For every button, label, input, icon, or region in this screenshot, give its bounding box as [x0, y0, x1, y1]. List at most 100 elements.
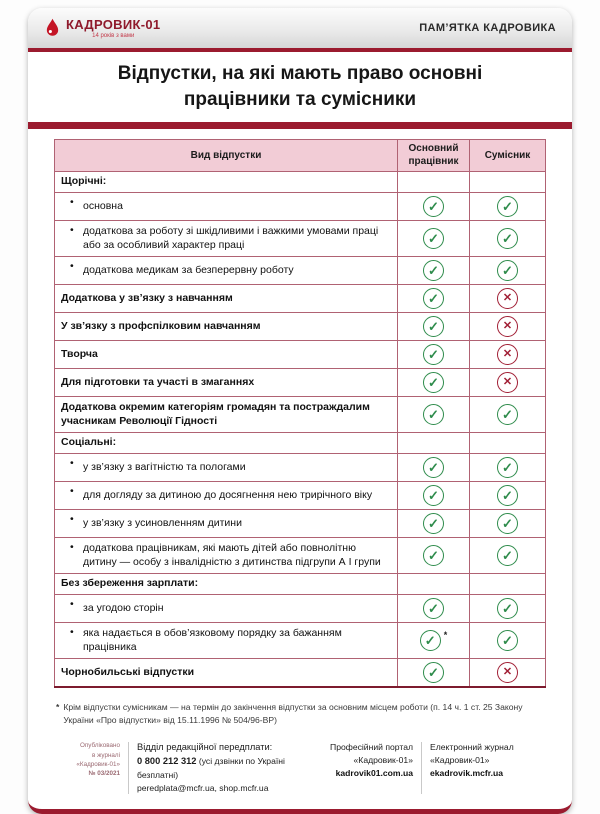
published-line: Опубліковано — [79, 742, 120, 750]
row-label: основна — [83, 199, 123, 212]
page-title: Відпустки, на які мають право основні пр… — [117, 63, 483, 110]
main-mark-cell: ✓ — [397, 191, 470, 221]
check-icon: ✓ — [423, 372, 444, 394]
memo-card: КАДРОВИК-01 14 років з вами ПАМ’ЯТКА КАД… — [28, 8, 572, 814]
footer-divider — [128, 742, 129, 794]
part-mark-cell: ✕ — [469, 658, 546, 689]
check-icon: ✓ — [423, 513, 444, 535]
table-row: Чорнобильські відпустки ✓ ✕ — [54, 658, 546, 689]
row-label-cell: Творча — [54, 340, 398, 370]
table-row: додаткова працівникам, які мають дітей а… — [54, 537, 546, 575]
row-label-cell: за угодою сторін — [54, 594, 398, 624]
row-label: У зв’язку з профспілковим навчанням — [61, 319, 261, 332]
check-icon: ✓ — [423, 598, 444, 620]
cross-icon: ✕ — [497, 316, 518, 338]
title-box: Відпустки, на які мають право основні пр… — [28, 52, 572, 122]
table-body: Щорічні: основна ✓ ✓ додаткова за роботу… — [54, 171, 546, 689]
portal-block: Професійний портал «Кадровик-01» kadrovi… — [317, 741, 413, 779]
table-row: Без збереження зарплати: — [54, 573, 546, 596]
portal-label: Професійний портал «Кадровик-01» — [330, 742, 413, 765]
published-in-note: Опубліковано в журналі «Кадровик-01» № 0… — [60, 741, 120, 779]
main-mark-cell: ✓ — [397, 453, 470, 483]
table-row: Щорічні: — [54, 171, 546, 193]
row-label-cell: Додаткова у зв’язку з навчанням — [54, 284, 398, 314]
main-mark-cell — [397, 573, 470, 596]
main-mark-cell: ✓ — [397, 658, 470, 689]
row-label: Чорнобильські відпустки — [61, 666, 195, 678]
ejournal-url-link[interactable]: ekadrovik.mcfr.ua — [430, 768, 504, 779]
check-icon: ✓ — [497, 513, 518, 535]
row-label-cell: у зв’язку з усиновленням дитини — [54, 509, 398, 539]
row-label-cell: основна — [54, 191, 398, 221]
check-icon: ✓ — [423, 195, 444, 217]
table-row: у зв’язку з усиновленням дитини ✓ ✓ — [54, 509, 546, 539]
footnote-text: Крім відпустки сумісникам — на термін до… — [63, 702, 523, 726]
check-icon: ✓ — [497, 228, 518, 250]
check-icon: ✓ — [497, 630, 518, 652]
table-row: основна ✓ ✓ — [54, 191, 546, 221]
check-icon: ✓ — [423, 404, 444, 426]
column-header-main-employee: Основний працівник — [397, 139, 470, 173]
table-row: додаткова за роботу зі шкідливими і важк… — [54, 219, 546, 258]
row-label-cell: Без збереження зарплати: — [54, 573, 398, 596]
main-mark-cell: ✓ — [397, 594, 470, 624]
check-icon: ✓ — [497, 404, 518, 426]
check-icon: ✓ — [497, 598, 518, 620]
cross-icon: ✕ — [497, 288, 518, 310]
part-mark-cell — [469, 171, 546, 193]
header-band: КАДРОВИК-01 14 років з вами ПАМ’ЯТКА КАД… — [28, 8, 572, 48]
part-mark-cell — [469, 432, 546, 455]
part-mark-cell: ✓ — [469, 219, 546, 258]
part-mark-cell: ✓ — [469, 256, 546, 286]
row-label-cell: додаткова працівникам, які мають дітей а… — [54, 537, 398, 575]
row-label: Додаткова у зв’язку з навчанням — [61, 291, 233, 304]
table-row: додаткова медикам за безперервну роботу … — [54, 256, 546, 286]
portal-url-link[interactable]: kadrovik01.com.ua — [335, 768, 413, 779]
part-mark-cell: ✓ — [469, 509, 546, 539]
ejournal-block: Електронний журнал «Кадровик-01» ekadrov… — [430, 741, 534, 779]
table-row: за угодою сторін ✓ ✓ — [54, 594, 546, 624]
footer: Опубліковано в журналі «Кадровик-01» № 0… — [54, 741, 546, 795]
main-mark-cell: ✓ — [397, 396, 470, 434]
row-label-cell: для догляду за дитиною до досягнення нею… — [54, 481, 398, 511]
divider-line-top — [28, 48, 572, 52]
footnote: * Крім відпустки сумісникам — на термін … — [56, 701, 544, 727]
cross-icon: ✕ — [497, 344, 518, 366]
check-icon: ✓ — [423, 344, 444, 366]
main-mark-cell: ✓ * — [397, 622, 470, 660]
main-mark-cell: ✓ — [397, 312, 470, 342]
main-mark-cell: ✓ — [397, 509, 470, 539]
main-mark-cell: ✓ — [397, 340, 470, 370]
part-mark-cell: ✓ — [469, 622, 546, 660]
row-label-cell: додаткова медикам за безперервну роботу — [54, 256, 398, 286]
subscription-block: Відділ редакційної передплати: 0 800 212… — [137, 741, 317, 795]
table-area: Вид відпустки Основний працівник Сумісни… — [28, 129, 572, 794]
row-label-cell: У зв’язку з профспілковим навчанням — [54, 312, 398, 342]
part-mark-cell: ✕ — [469, 368, 546, 398]
row-label: Творча — [61, 347, 98, 360]
ejournal-label: Електронний журнал «Кадровик-01» — [430, 742, 514, 765]
table-row: Для підготовки та участі в змаганнях ✓ ✕ — [54, 368, 546, 398]
part-mark-cell: ✓ — [469, 594, 546, 624]
row-label-cell: Соціальні: — [54, 432, 398, 455]
row-label: у зв’язку з вагітністю та пологами — [83, 460, 246, 473]
row-label: Соціальні: — [61, 436, 117, 449]
table-row: Додаткова окремим категоріям громадян та… — [54, 396, 546, 434]
row-label: для догляду за дитиною до досягнення нею… — [83, 488, 373, 501]
check-icon: ✓ — [423, 457, 444, 479]
part-mark-cell: ✓ — [469, 537, 546, 575]
main-mark-cell — [397, 432, 470, 455]
check-icon: ✓ — [423, 316, 444, 338]
subscription-emails[interactable]: peredplata@mcfr.ua, shop.mcfr.ua — [137, 782, 269, 793]
part-mark-cell: ✓ — [469, 481, 546, 511]
table-row: Творча ✓ ✕ — [54, 340, 546, 370]
row-label-cell: додаткова за роботу зі шкідливими і важк… — [54, 219, 398, 258]
column-header-type: Вид відпустки — [54, 139, 398, 173]
table-row: Соціальні: — [54, 432, 546, 455]
check-icon: ✓ — [423, 228, 444, 250]
part-mark-cell: ✓ — [469, 191, 546, 221]
row-label: у зв’язку з усиновленням дитини — [83, 516, 242, 529]
row-label: Без збереження зарплати: — [61, 577, 199, 590]
vacations-table: Вид відпустки Основний працівник Сумісни… — [54, 139, 546, 689]
check-icon: ✓ — [419, 630, 441, 652]
